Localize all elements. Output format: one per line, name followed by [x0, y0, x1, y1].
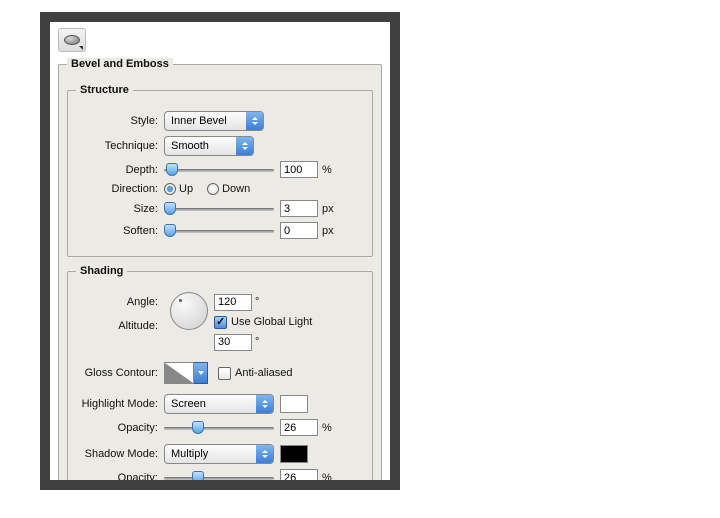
shadow-color-swatch[interactable] [280, 445, 308, 463]
highlight-color-swatch[interactable] [280, 395, 308, 413]
direction-down-radio[interactable] [207, 183, 219, 195]
shadow-mode-select[interactable]: Multiply [164, 444, 274, 464]
global-light-label: Use Global Light [231, 316, 312, 328]
anti-aliased-checkbox[interactable] [218, 367, 231, 380]
highlight-opacity-slider[interactable] [164, 420, 274, 436]
altitude-deg: ° [255, 336, 259, 348]
direction-up-radio[interactable] [164, 183, 176, 195]
direction-down-label: Down [222, 183, 250, 195]
soften-slider[interactable] [164, 223, 274, 239]
depth-label: Depth: [76, 164, 164, 176]
technique-select-input[interactable]: Smooth [164, 136, 254, 156]
shadow-opacity-slider[interactable] [164, 470, 274, 481]
ellipse-icon [64, 35, 80, 45]
size-slider[interactable] [164, 201, 274, 217]
highlight-opacity-label: Opacity: [76, 422, 164, 434]
window-chrome: Bevel and Emboss Structure Style: Inner … [40, 12, 400, 490]
highlight-mode-label: Highlight Mode: [76, 398, 164, 410]
style-select-input[interactable]: Inner Bevel [164, 111, 264, 131]
shadow-opacity-label: Opacity: [76, 472, 164, 481]
highlight-opacity-input[interactable] [280, 419, 318, 436]
direction-up-label: Up [179, 183, 193, 195]
global-light-checkbox[interactable] [214, 316, 227, 329]
structure-group: Structure Style: Inner Bevel Technique: [67, 84, 373, 257]
highlight-mode-select[interactable]: Screen [164, 394, 274, 414]
technique-label: Technique: [76, 140, 164, 152]
altitude-label: Altitude: [76, 316, 164, 336]
gloss-contour-swatch[interactable] [164, 362, 194, 384]
size-label: Size: [76, 203, 164, 215]
depth-slider[interactable] [164, 162, 274, 178]
structure-legend: Structure [76, 84, 133, 96]
soften-label: Soften: [76, 225, 164, 237]
shadow-opacity-input[interactable] [280, 469, 318, 480]
shading-group: Shading Angle: Altitude: ° [67, 265, 373, 480]
ellipse-tool-button[interactable] [58, 28, 86, 52]
anti-aliased-label: Anti-aliased [235, 367, 292, 379]
shadow-opacity-unit: % [322, 472, 332, 481]
shadow-mode-label: Shadow Mode: [76, 448, 164, 460]
technique-select[interactable]: Smooth [164, 136, 254, 156]
highlight-opacity-unit: % [322, 422, 332, 434]
highlight-mode-select-input[interactable]: Screen [164, 394, 274, 414]
bevel-emboss-group: Bevel and Emboss Structure Style: Inner … [58, 58, 382, 480]
depth-input[interactable] [280, 161, 318, 178]
shading-legend: Shading [76, 265, 127, 277]
bevel-emboss-legend: Bevel and Emboss [67, 58, 173, 70]
size-unit: px [322, 203, 334, 215]
layer-style-panel: Bevel and Emboss Structure Style: Inner … [50, 22, 390, 480]
angle-dial[interactable] [170, 292, 208, 330]
gloss-contour-dropdown[interactable] [194, 362, 208, 384]
soften-unit: px [322, 225, 334, 237]
size-input[interactable] [280, 200, 318, 217]
angle-input[interactable] [214, 294, 252, 311]
style-label: Style: [76, 115, 164, 127]
flyout-triangle-icon [79, 46, 83, 50]
angle-deg: ° [255, 296, 259, 308]
direction-label: Direction: [76, 183, 164, 195]
altitude-input[interactable] [214, 334, 252, 351]
style-select[interactable]: Inner Bevel [164, 111, 264, 131]
soften-input[interactable] [280, 222, 318, 239]
angle-label: Angle: [76, 292, 164, 312]
gloss-contour-label: Gloss Contour: [76, 367, 164, 379]
depth-unit: % [322, 164, 332, 176]
shadow-mode-select-input[interactable]: Multiply [164, 444, 274, 464]
